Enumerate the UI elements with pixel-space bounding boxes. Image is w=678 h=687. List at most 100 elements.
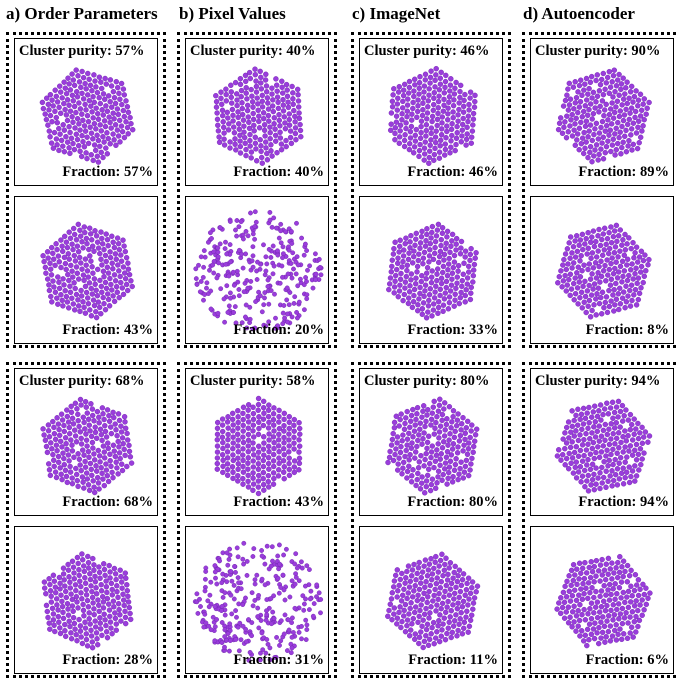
particle-dot (93, 435, 100, 442)
particle-dot (448, 425, 454, 431)
particle-dot (214, 455, 221, 461)
particle-dot (233, 570, 238, 575)
particle-dot (50, 250, 56, 257)
particle-dot (445, 469, 452, 476)
particle-dot (413, 236, 419, 242)
particle-dot (63, 588, 69, 595)
particle-dot (289, 645, 295, 651)
particle-dot (243, 251, 248, 257)
particle-dot (235, 472, 241, 479)
particle-dot (434, 602, 440, 608)
particle-dot (441, 296, 448, 302)
particle-dot (615, 398, 622, 405)
particle-dot (69, 442, 75, 448)
cluster-purity-label: Cluster purity: 68% (19, 373, 145, 389)
particle-dot (417, 426, 423, 432)
particle-dot (261, 410, 267, 416)
particle-dot (260, 405, 267, 411)
particle-dot (418, 123, 424, 130)
particle-dot (574, 285, 581, 291)
particle-dot (240, 265, 246, 271)
particle-dot (410, 99, 416, 106)
particle-dot (68, 591, 74, 597)
particle-dot (81, 123, 88, 129)
particle-dot (579, 135, 586, 141)
particle-dot (579, 628, 585, 634)
particle-dot (640, 581, 646, 588)
particle-dot (250, 440, 256, 446)
particle-dot (267, 217, 273, 223)
particle-dot (57, 432, 63, 439)
particle-dot (566, 102, 573, 108)
particle-dot (611, 570, 617, 576)
particle-dot (456, 106, 462, 113)
particle-dot (57, 131, 63, 137)
particle-dot (586, 106, 592, 113)
particle-dot (446, 299, 453, 306)
particle-dot (53, 93, 59, 100)
particle-dot (444, 123, 450, 129)
particle-dot (242, 134, 248, 141)
particle-dot (281, 114, 288, 120)
particle-dot (240, 463, 246, 470)
particle-dot (258, 650, 263, 656)
particle-dot (59, 95, 65, 101)
particle-dot (611, 228, 618, 234)
particle-dot (266, 319, 272, 325)
particle-dot (605, 463, 611, 469)
particle-dot (59, 444, 65, 450)
particle-dot (576, 617, 583, 624)
particle-dot (417, 240, 424, 246)
particle-dot (277, 643, 282, 648)
particle-dot (453, 423, 460, 429)
particle-dot (284, 93, 291, 99)
particle-dot (87, 307, 93, 313)
particle-dot (395, 588, 401, 594)
particle-dot (93, 105, 99, 111)
particle-dot (443, 72, 449, 79)
particle-dot (432, 289, 438, 295)
particle-dot (46, 128, 52, 134)
particle-dot (613, 146, 620, 153)
particle-dot (585, 154, 591, 161)
particle-dot (263, 617, 269, 623)
particle-dot (228, 94, 234, 100)
particle-dot (256, 414, 262, 420)
particle-dot (407, 424, 413, 430)
particle-dot (463, 287, 469, 293)
particle-dot (88, 466, 95, 473)
particle-dot (615, 430, 622, 436)
particle-dot (464, 608, 470, 615)
particle-dot (54, 142, 60, 148)
particle-dot (256, 593, 262, 598)
particle-dot (99, 437, 105, 444)
particle-dot (589, 430, 595, 436)
particle-dot (607, 106, 614, 112)
particle-dot (587, 122, 594, 128)
particle-dot (290, 96, 296, 102)
particle-dot (418, 452, 424, 459)
particle-dot (453, 141, 459, 148)
particle-dot (87, 571, 93, 577)
particle-dot (66, 123, 72, 130)
particle-dot (215, 419, 221, 426)
particle-dot (603, 561, 610, 567)
particle-dot (60, 615, 67, 622)
particle-dot (64, 407, 70, 413)
particle-dot (624, 121, 631, 128)
particle-dot (602, 437, 608, 444)
particle-dot (421, 403, 427, 409)
particle-dot (65, 561, 71, 568)
particle-dot (458, 139, 465, 145)
particle-dot (442, 246, 449, 252)
particle-dot (598, 417, 604, 423)
particle-dot (568, 117, 574, 123)
particle-dot (44, 608, 50, 615)
particle-dot (454, 417, 461, 423)
particle-panel: Fraction: 28% (14, 526, 158, 674)
particle-dot (451, 252, 458, 259)
particle-dot (414, 405, 421, 411)
particle-dot (470, 122, 476, 128)
particle-dot (462, 299, 468, 305)
particle-dot (627, 267, 634, 273)
